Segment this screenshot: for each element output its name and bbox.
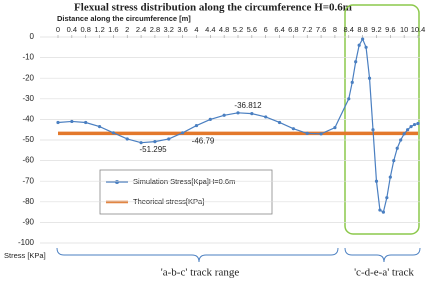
x-tick-label: 8 (333, 25, 337, 34)
data-point (402, 132, 406, 136)
data-point (181, 131, 185, 135)
y-tick-label: -70 (22, 176, 34, 185)
data-point (388, 175, 392, 179)
x-tick-label: 3.6 (177, 25, 187, 34)
data-point (125, 137, 129, 141)
data-point (111, 131, 115, 135)
data-point (264, 115, 268, 119)
data-point (56, 120, 60, 125)
data-point (412, 122, 417, 127)
series-line (57, 37, 419, 214)
x-tick-label: 6.4 (274, 25, 284, 34)
data-point (194, 123, 199, 128)
data-point (333, 126, 337, 130)
data-point (361, 37, 365, 41)
data-point (250, 112, 254, 116)
data-label: -51.295 (140, 145, 168, 154)
x-tick-label: 9.6 (385, 25, 395, 34)
x-tick-label: 0.8 (80, 25, 90, 34)
data-point (371, 128, 375, 132)
y-tick-label: -90 (22, 218, 34, 227)
x-tick-label: 4 (194, 25, 198, 34)
data-point (406, 128, 410, 132)
y-tick-label: -30 (22, 94, 34, 103)
data-point (319, 132, 323, 136)
y-tick-label: -10 (22, 53, 34, 62)
x-tick-label: 6.8 (288, 25, 298, 34)
y-tick-label: -60 (22, 156, 34, 165)
data-point (409, 125, 413, 129)
data-point (399, 138, 403, 142)
x-tick-label: 2.8 (150, 25, 160, 34)
x-tick-label: 8.4 (344, 25, 354, 34)
data-point (236, 111, 240, 115)
x-tick-label: 2 (125, 25, 129, 34)
data-point (374, 179, 379, 183)
x-tick-label: 1.2 (94, 25, 104, 34)
x-tick-label: 7.2 (302, 25, 312, 34)
data-point (378, 208, 382, 212)
data-label: -36.812 (234, 101, 262, 110)
data-point (153, 140, 157, 144)
y-tick-label: -100 (18, 238, 35, 247)
x-tick-label: 5.2 (233, 25, 243, 34)
x-tick-label: 8.8 (357, 25, 367, 34)
data-point (357, 43, 361, 47)
data-point (84, 120, 88, 125)
x-axis-label: Distance along the circumference [m] (57, 14, 191, 23)
data-point (350, 80, 354, 84)
data-point (364, 45, 368, 49)
data-point (395, 146, 399, 150)
annotation: 'c-d-e-a' track (354, 267, 414, 279)
x-tick-label: 10 (400, 25, 408, 34)
x-tick-label: 0 (56, 25, 60, 34)
legend-marker (115, 180, 119, 184)
data-point (381, 210, 385, 214)
x-tick-label: 4.8 (219, 25, 229, 34)
x-tick-label: 7.6 (316, 25, 326, 34)
data-point (392, 159, 396, 163)
x-tick-label: 2.4 (136, 25, 146, 34)
data-point (354, 60, 358, 64)
y-axis-label: Stress [KPa] (4, 251, 46, 260)
y-tick-label: -80 (22, 197, 34, 206)
data-point (222, 113, 226, 117)
data-point (97, 125, 102, 129)
x-tick-label: 6 (264, 25, 268, 34)
x-tick-label: 5.6 (247, 25, 257, 34)
data-point (305, 131, 309, 136)
y-tick-label: -40 (22, 115, 34, 124)
chart-title: Flexual stress distribution along the ci… (74, 2, 352, 14)
y-tick-label: -50 (22, 135, 34, 144)
data-point (347, 97, 351, 101)
data-point (70, 119, 74, 124)
data-point (416, 121, 420, 126)
x-tick-label: 10.4 (411, 25, 426, 34)
data-point (385, 196, 389, 200)
x-tick-label: 1.6 (108, 25, 118, 34)
data-point (367, 76, 372, 80)
data-point (277, 120, 282, 125)
data-point (139, 141, 143, 145)
annotation: 'a-b-c' track range (161, 267, 240, 279)
data-point (291, 127, 295, 131)
brace (344, 247, 421, 263)
legend-box (99, 169, 273, 215)
x-tick-label: 4.4 (205, 25, 215, 34)
data-label: -46.79 (192, 136, 215, 145)
x-tick-label: 9.2 (371, 25, 381, 34)
data-point (167, 137, 171, 141)
x-tick-label: 3.2 (164, 25, 174, 34)
data-point (208, 117, 212, 121)
brace (56, 247, 339, 263)
x-tick-label: 0.4 (67, 25, 77, 34)
y-tick-label: 0 (30, 32, 35, 41)
y-tick-label: -20 (22, 73, 34, 82)
